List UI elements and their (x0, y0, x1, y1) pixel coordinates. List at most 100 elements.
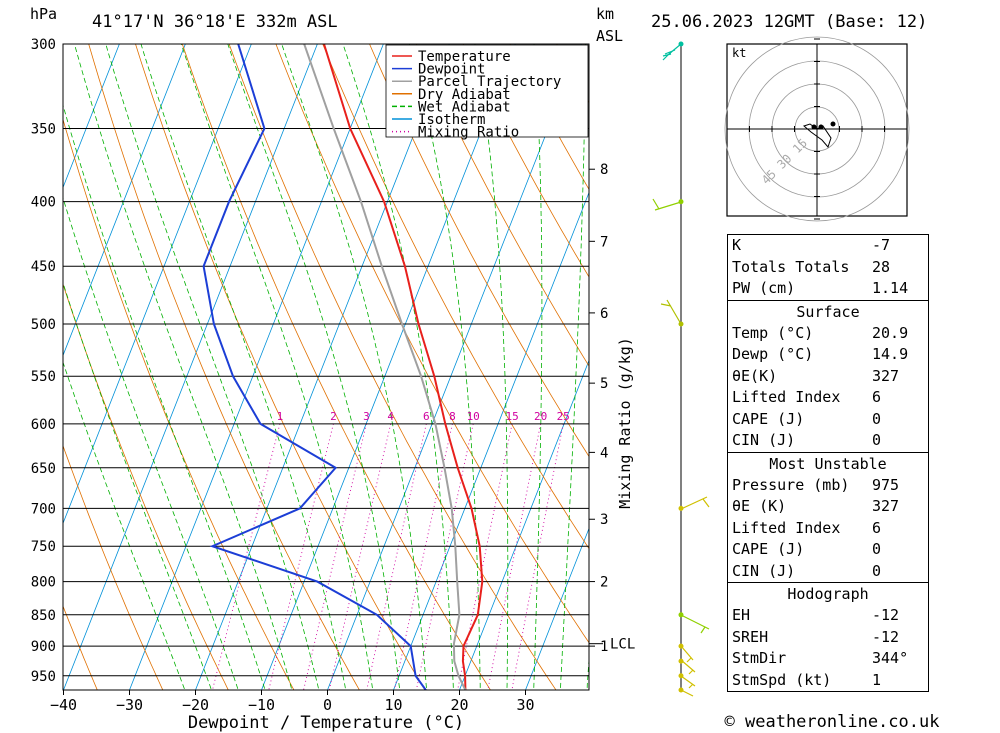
isotherm-line (393, 191, 589, 690)
mixing-ratio-line (457, 423, 513, 690)
surface-row-temp: Temp (°C) 20.9 (732, 323, 909, 342)
hodo-row-stmdir: StmDir 344° (732, 649, 909, 667)
profiles (202, 44, 484, 690)
x-tick-label: −30 (116, 696, 143, 714)
isotherm-line (195, 44, 450, 690)
surface-row-cin: CIN (J) 0 (732, 431, 882, 449)
wind-barb (680, 675, 696, 689)
parcel-trajectory-line (303, 44, 467, 690)
dry-adiabat-line (63, 282, 229, 690)
copyright: © weatheronline.co.uk (725, 712, 940, 732)
surface-row-li: Lifted Index 6 (732, 388, 882, 406)
isotherm-line (129, 44, 384, 690)
indices-table: K -7 Totals Totals 28 PW (cm) 1.14 Surface … (727, 234, 929, 692)
dry-adiabat-line (322, 44, 589, 550)
km-tick-label: 5 (600, 376, 608, 392)
wind-dot (678, 673, 684, 679)
mu-title: Most Unstable (728, 451, 928, 475)
legend-label: Mixing Ratio (418, 125, 519, 141)
isotherm-line (63, 44, 186, 357)
legend-label: Dry Adiabat (418, 87, 511, 103)
isotherm-line (459, 359, 589, 690)
datetime-title: 25.06.2023 12GMT (Base: 12) (651, 12, 927, 32)
km-tick-label: 8 (600, 162, 608, 178)
pressure-tick-label: 950 (31, 669, 56, 685)
index-row-k: K -7 (732, 236, 891, 254)
index-row-totals: Totals Totals 28 (732, 257, 891, 276)
hodo-title: Hodograph (728, 582, 928, 605)
pressure-tick-label: 650 (31, 461, 56, 477)
hodo-row-eh: EH -12 (732, 606, 900, 624)
mu-row-pressure: Pressure (mb) 975 (732, 475, 900, 494)
x-axis-title: Dewpoint / Temperature (°C) (188, 713, 464, 733)
dry-adiabat-line (63, 118, 295, 690)
wind-dot (678, 41, 684, 47)
wind-barb (680, 645, 694, 663)
hodo-row-sreh: SREH -12 (732, 627, 900, 646)
isotherm-line (0, 44, 53, 690)
mixing-ratio-axis-title: Mixing Ratio (g/kg) (616, 337, 634, 509)
dry-adiabat-line (181, 44, 491, 690)
axis-labels: 3003504004505005506006507007508008509009… (31, 37, 636, 714)
dry-adiabat-line (275, 44, 589, 644)
dry-adiabat-line (135, 44, 426, 690)
pressure-tick-label: 450 (31, 259, 56, 275)
mixing-ratio-label: 4 (387, 410, 394, 423)
dry-adiabat-line (63, 444, 164, 690)
mu-row-cape: CAPE (J) 0 (732, 540, 882, 558)
mixing-ratio-line (511, 423, 564, 690)
pressure-tick-label: 350 (31, 121, 56, 137)
wind-dot (678, 643, 684, 649)
hodograph-ring (724, 36, 910, 222)
mixing-ratio-labels: 1 2 3 4 6 8 10 15 20 25 (277, 410, 570, 423)
mixing-ratio-line (212, 423, 281, 690)
pressure-tick-label: 900 (31, 639, 56, 655)
surface-row-dewp: Dewp (°C) 14.9 (732, 345, 909, 363)
legend-label: Isotherm (418, 112, 485, 128)
pressure-tick-label: 600 (31, 417, 56, 433)
wet-adiabat-line (105, 44, 320, 690)
plot-frame (62, 43, 590, 691)
x-tick-label: 20 (450, 696, 468, 714)
x-tick-label: −40 (50, 696, 77, 714)
wind-dot (678, 199, 684, 205)
wind-dot (678, 612, 684, 618)
pressure-tick-label: 550 (31, 369, 56, 385)
pressure-tick-label: 700 (31, 501, 56, 517)
hodograph-point (811, 124, 817, 130)
pressure-tick-label: 400 (31, 195, 56, 211)
dry-adiabat-line (978, 44, 1000, 693)
x-tick-label: 30 (516, 696, 534, 714)
mixing-ratio-label: 20 (534, 410, 547, 423)
dry-adiabat-line (63, 605, 98, 690)
hodo-row-stmspd: StmSpd (kt) 1 (732, 670, 882, 689)
wind-dot (678, 505, 684, 511)
mixing-ratio-label: 6 (423, 410, 430, 423)
pressure-tick-label: 500 (31, 317, 56, 333)
legend-label: Temperature (418, 49, 511, 65)
wind-column (652, 41, 710, 697)
wind-dot (678, 658, 684, 664)
km-tick-label: 6 (600, 306, 608, 322)
lcl-label: LCL (610, 637, 635, 653)
asl-label: ASL (596, 27, 623, 45)
dry-adiabat-line (369, 44, 589, 458)
wind-barb (652, 198, 682, 211)
wet-adiabat-line (63, 361, 186, 690)
wind-barb (660, 299, 682, 325)
hodograph-point (830, 121, 836, 127)
x-tick-label: 10 (384, 696, 402, 714)
dewpoint-line (202, 44, 427, 690)
wind-dot (678, 687, 684, 693)
mixing-ratio-line (328, 423, 392, 690)
index-row-pw: PW (cm) 1.14 (732, 279, 909, 297)
mixing-ratio-label: 3 (363, 410, 370, 423)
isotherm-line (63, 44, 252, 525)
mu-row-li: Lifted Index 6 (732, 518, 882, 537)
wind-barb (680, 496, 710, 510)
mixing-ratio-line (393, 423, 453, 690)
pressure-tick-label: 850 (31, 608, 56, 624)
isotherm-line (63, 44, 318, 690)
